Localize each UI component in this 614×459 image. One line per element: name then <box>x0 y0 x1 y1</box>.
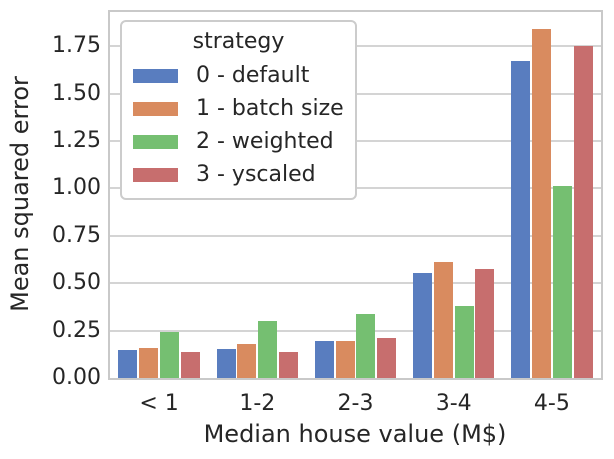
bar-series1-group4 <box>532 29 551 378</box>
legend-item-2: 2 - weighted <box>122 125 355 158</box>
y-tick-label: 1.75 <box>52 33 101 59</box>
y-tick-label: 1.00 <box>52 175 101 201</box>
y-axis-label: Mean squared error <box>6 76 34 312</box>
bar-series0-group0 <box>118 349 138 378</box>
x-tick-label: 1-2 <box>239 391 276 416</box>
y-tick-label: 1.50 <box>52 80 101 106</box>
y-tick-label: 0.50 <box>52 270 101 296</box>
bar-series0-group4 <box>511 61 531 378</box>
bar-series1-group2 <box>335 341 355 378</box>
gridline-0.50 <box>110 282 601 285</box>
legend-item-label: 3 - yscaled <box>196 162 316 187</box>
bar-series1-group3 <box>433 262 453 378</box>
bar-series0-group2 <box>314 341 334 378</box>
plot-area <box>110 12 601 378</box>
bar-series1-group0 <box>139 347 159 378</box>
legend-title: strategy <box>192 29 285 54</box>
bar-series0-group3 <box>413 272 432 378</box>
legend-items: 0 - default 1 - batch size 2 - weighted 3 -… <box>122 59 355 191</box>
bar-series0-group1 <box>216 348 236 378</box>
legend-item-label: 1 - batch size <box>196 96 344 121</box>
legend-item-0: 0 - default <box>122 59 355 92</box>
x-axis-label: Median house value (M$) <box>203 420 507 448</box>
legend-item-1: 1 - batch size <box>122 92 355 125</box>
legend-item-3: 3 - yscaled <box>122 158 355 191</box>
legend-item-label: 2 - weighted <box>196 129 334 154</box>
y-tick-label: 0.25 <box>52 317 101 343</box>
bar-series2-group2 <box>356 314 376 378</box>
y-tick-label: 0.00 <box>52 365 101 390</box>
bar-series3-group0 <box>180 352 200 378</box>
gridline-0.75 <box>110 234 601 237</box>
bar-series1-group1 <box>237 343 257 378</box>
legend-swatch <box>133 68 178 83</box>
bar-series3-group4 <box>573 46 593 378</box>
bar-series3-group1 <box>279 352 298 378</box>
x-tick-label: 3-4 <box>435 391 472 416</box>
x-tick-label: 4-5 <box>533 391 570 416</box>
bar-series2-group1 <box>258 321 278 378</box>
bar-series3-group3 <box>475 268 495 378</box>
x-tick-label: < 1 <box>139 391 179 416</box>
legend-swatch <box>133 167 178 182</box>
y-tick-label: 1.25 <box>52 127 101 153</box>
bar-series2-group0 <box>160 331 179 378</box>
bar-series3-group2 <box>377 338 397 378</box>
legend-swatch <box>133 101 178 116</box>
legend: strategy 0 - default 1 - batch size 2 - we… <box>120 20 357 200</box>
gridline-0.25 <box>110 329 601 332</box>
x-tick-label: 2-3 <box>337 391 374 416</box>
legend-item-label: 0 - default <box>196 63 310 88</box>
y-tick-label: 0.75 <box>52 222 101 248</box>
bar-series2-group4 <box>552 186 572 378</box>
legend-swatch <box>133 134 178 149</box>
bar-series2-group3 <box>454 305 474 378</box>
